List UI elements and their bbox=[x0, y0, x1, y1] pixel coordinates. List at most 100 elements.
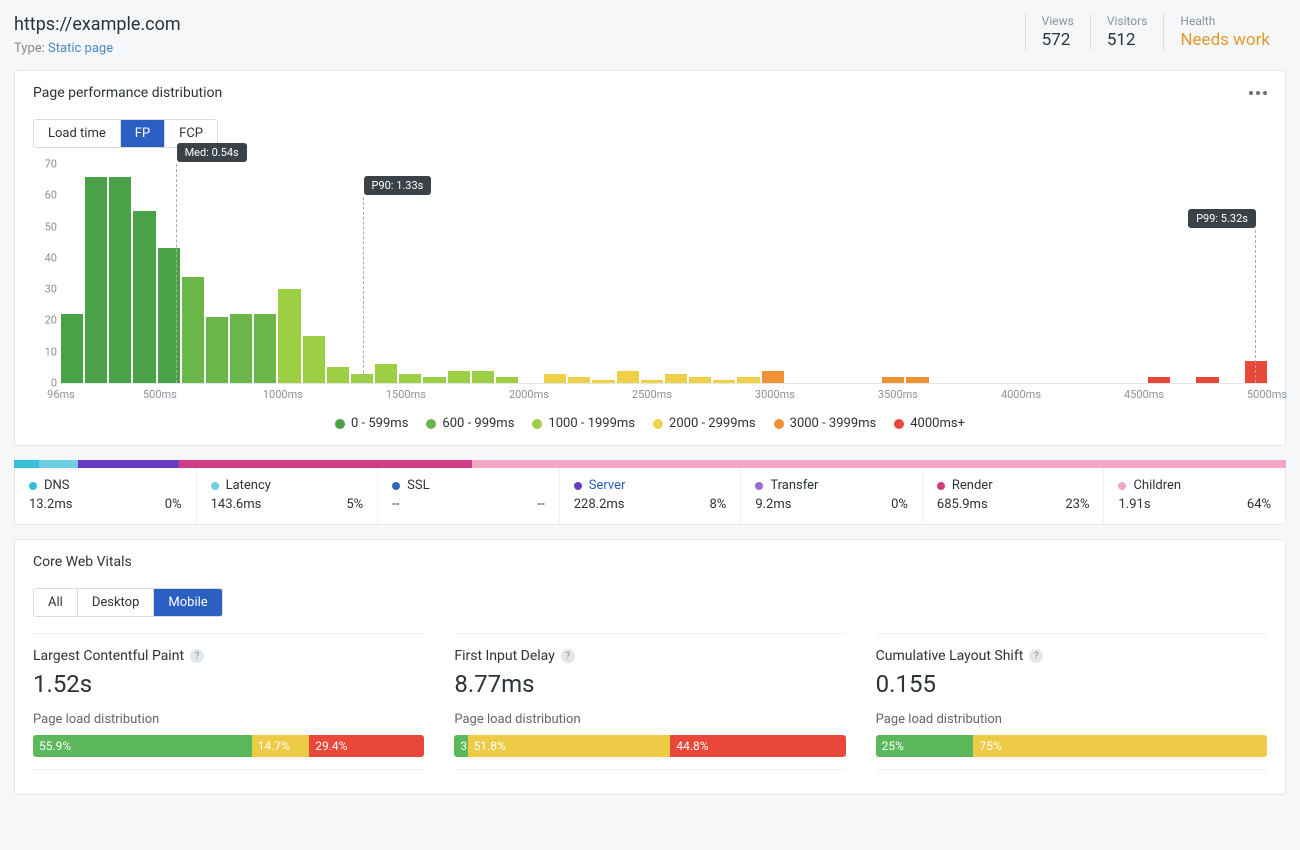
y-tick: 60 bbox=[45, 189, 57, 202]
histogram-bar bbox=[375, 364, 397, 383]
timing-name: Children bbox=[1133, 478, 1181, 493]
dist-segment: 75% bbox=[973, 735, 1266, 757]
histogram-bar bbox=[592, 380, 614, 383]
distribution-bar: 25%75% bbox=[876, 735, 1267, 757]
panel-title: Core Web Vitals bbox=[33, 554, 132, 570]
timing-value: -- bbox=[392, 497, 399, 512]
histogram-bar bbox=[399, 374, 421, 383]
marker-label: P90: 1.33s bbox=[364, 176, 432, 195]
cwv-title: First Input Delay bbox=[454, 648, 555, 664]
histogram-bar bbox=[303, 336, 325, 383]
performance-panel: Page performance distribution Load timeF… bbox=[14, 70, 1286, 446]
cwv-metric: Largest Contentful Paint ? 1.52s Page lo… bbox=[33, 633, 424, 770]
histogram-bar bbox=[423, 377, 445, 383]
timing-pct: 8% bbox=[709, 497, 726, 512]
dist-segment: 44.8% bbox=[670, 735, 845, 757]
timing-transfer[interactable]: Transfer 9.2ms 0% bbox=[741, 468, 923, 524]
timing-timeline bbox=[14, 460, 1286, 468]
cwv-metric: First Input Delay ? 8.77ms Page load dis… bbox=[454, 633, 845, 770]
histogram-bar bbox=[713, 380, 735, 383]
stat-label: Visitors bbox=[1107, 14, 1148, 28]
histogram-bar bbox=[882, 377, 904, 383]
header-stat: Visitors 512 bbox=[1090, 14, 1164, 50]
timing-breakdown: DNS 13.2ms 0% Latency 143.6ms 5% SSL -- … bbox=[14, 468, 1286, 525]
tab-fp[interactable]: FP bbox=[121, 120, 165, 147]
timing-render[interactable]: Render 685.9ms 23% bbox=[923, 468, 1105, 524]
timing-pct: -- bbox=[538, 497, 545, 512]
timing-dot bbox=[755, 482, 763, 490]
header-stat: Views 572 bbox=[1025, 14, 1090, 50]
histogram-bar bbox=[906, 377, 928, 383]
header-stats: Views 572Visitors 512Health Needs work bbox=[1025, 14, 1286, 50]
y-tick: 20 bbox=[45, 314, 57, 327]
x-tick: 96ms bbox=[47, 388, 75, 401]
timing-name: Server bbox=[589, 478, 626, 493]
page-header: https://example.com Type: Static page Vi… bbox=[14, 14, 1286, 56]
stat-label: Views bbox=[1042, 14, 1074, 28]
y-tick: 50 bbox=[45, 220, 57, 233]
tab-load-time[interactable]: Load time bbox=[34, 120, 121, 147]
legend-dot bbox=[532, 419, 542, 429]
histogram-bar bbox=[641, 380, 663, 383]
histogram-bar bbox=[762, 371, 784, 384]
dist-segment: 14.7% bbox=[252, 735, 310, 757]
percentile-marker: P99: 5.32s bbox=[1255, 230, 1256, 383]
histogram-bar bbox=[85, 177, 107, 383]
histogram-chart: 010203040506070Med: 0.54sP90: 1.33sP99: … bbox=[33, 164, 1267, 404]
legend-dot bbox=[774, 419, 784, 429]
cwv-metric: Cumulative Layout Shift ? 0.155 Page loa… bbox=[876, 633, 1267, 770]
help-icon[interactable]: ? bbox=[561, 649, 575, 663]
timeline-segment bbox=[179, 460, 472, 468]
histogram-bar bbox=[617, 371, 639, 384]
x-tick: 1500ms bbox=[386, 388, 426, 401]
timing-ssl[interactable]: SSL -- -- bbox=[378, 468, 560, 524]
timing-name: SSL bbox=[407, 478, 429, 493]
y-tick: 10 bbox=[45, 345, 57, 358]
timeline-segment bbox=[14, 460, 39, 468]
timeline-segment bbox=[472, 460, 1286, 468]
timing-pct: 5% bbox=[346, 497, 363, 512]
histogram-bar bbox=[230, 314, 252, 383]
help-icon[interactable]: ? bbox=[190, 649, 204, 663]
cwv-title: Cumulative Layout Shift bbox=[876, 648, 1024, 664]
timing-latency[interactable]: Latency 143.6ms 5% bbox=[197, 468, 379, 524]
timing-name: Latency bbox=[226, 478, 271, 493]
legend-dot bbox=[426, 419, 436, 429]
timing-pct: 0% bbox=[165, 497, 182, 512]
histogram-bar bbox=[665, 374, 687, 383]
timing-server[interactable]: Server 228.2ms 8% bbox=[560, 468, 742, 524]
tab-desktop[interactable]: Desktop bbox=[78, 589, 155, 616]
histogram-bar bbox=[448, 371, 470, 384]
header-stat: Health Needs work bbox=[1163, 14, 1286, 50]
x-tick: 3500ms bbox=[878, 388, 918, 401]
histogram-bar bbox=[1148, 377, 1170, 383]
x-tick: 500ms bbox=[143, 388, 177, 401]
histogram-bar bbox=[1196, 377, 1218, 383]
tab-mobile[interactable]: Mobile bbox=[154, 589, 221, 616]
marker-label: P99: 5.32s bbox=[1188, 209, 1256, 228]
x-tick: 3000ms bbox=[755, 388, 795, 401]
legend-item: 2000 - 2999ms bbox=[653, 416, 756, 431]
chart-legend: 0 - 599ms600 - 999ms1000 - 1999ms2000 - … bbox=[33, 416, 1267, 431]
histogram-bar bbox=[206, 317, 228, 383]
timing-dot bbox=[937, 482, 945, 490]
histogram-bar bbox=[61, 314, 83, 383]
timing-pct: 0% bbox=[891, 497, 908, 512]
x-tick: 1000ms bbox=[263, 388, 303, 401]
more-options-icon[interactable] bbox=[1249, 91, 1267, 95]
timing-dot bbox=[1118, 482, 1126, 490]
timing-name: Render bbox=[952, 478, 993, 493]
cwv-value: 0.155 bbox=[876, 670, 1267, 698]
y-tick: 70 bbox=[45, 158, 57, 171]
help-icon[interactable]: ? bbox=[1029, 649, 1043, 663]
timing-children[interactable]: Children 1.91s 64% bbox=[1104, 468, 1285, 524]
timing-value: 685.9ms bbox=[937, 497, 988, 512]
dist-segment: 29.4% bbox=[309, 735, 424, 757]
x-tick: 2000ms bbox=[509, 388, 549, 401]
histogram-bar bbox=[689, 377, 711, 383]
tab-all[interactable]: All bbox=[34, 589, 78, 616]
histogram-bar bbox=[496, 377, 518, 383]
x-tick: 4500ms bbox=[1124, 388, 1164, 401]
page-url: https://example.com bbox=[14, 14, 181, 35]
timing-dns[interactable]: DNS 13.2ms 0% bbox=[15, 468, 197, 524]
